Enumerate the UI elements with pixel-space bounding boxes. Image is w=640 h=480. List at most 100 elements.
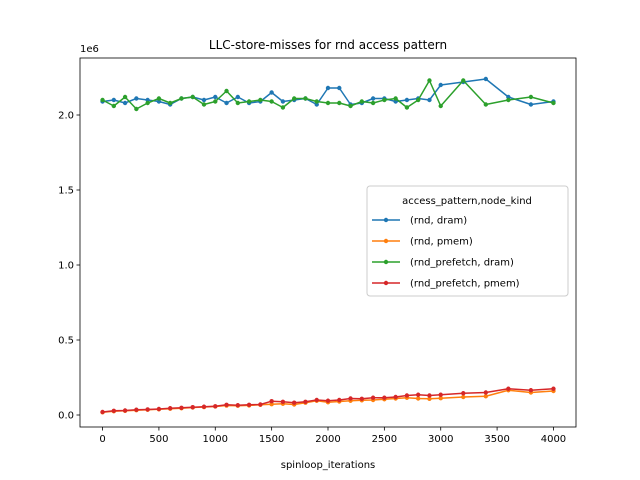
- data-point: [404, 393, 410, 398]
- x-tick-label: 1000: [203, 434, 228, 445]
- data-point: [427, 393, 432, 398]
- data-point: [100, 409, 105, 415]
- data-point: [201, 404, 207, 409]
- data-point: [483, 76, 489, 82]
- data-point: [461, 391, 466, 396]
- data-point: [235, 403, 241, 408]
- data-point: [461, 78, 466, 83]
- data-point: [506, 386, 511, 391]
- series-group: [100, 78, 556, 112]
- y-offset-label: 1e6: [80, 44, 99, 55]
- data-point: [269, 90, 274, 95]
- y-tick-label: 2.0: [58, 111, 74, 122]
- legend-marker-swatch: [383, 259, 389, 265]
- x-axis-ticks: 0 500 1000 1500 2000 2500 3000 3500 4000: [99, 427, 566, 445]
- x-tick-label: 500: [149, 434, 168, 445]
- data-point: [280, 105, 286, 110]
- data-point: [156, 96, 162, 101]
- data-point: [100, 97, 105, 103]
- series-group: [100, 386, 556, 415]
- legend-marker-swatch: [383, 217, 389, 223]
- data-point: [359, 99, 365, 104]
- data-point: [111, 97, 117, 103]
- data-point: [483, 390, 489, 395]
- x-tick-label: 3500: [484, 434, 509, 445]
- data-point: [314, 397, 319, 403]
- legend-entry-label: (rnd_prefetch, dram): [410, 258, 514, 269]
- data-point: [528, 94, 534, 100]
- data-point: [134, 96, 139, 101]
- data-point: [415, 396, 421, 401]
- data-point: [269, 399, 274, 404]
- data-point: [325, 100, 331, 106]
- y-tick-label: 0.0: [58, 411, 74, 422]
- data-point: [359, 396, 365, 401]
- data-point: [235, 94, 241, 100]
- data-point: [280, 399, 286, 404]
- x-tick-label: 1500: [259, 434, 284, 445]
- x-tick-label: 2000: [315, 434, 340, 445]
- x-axis-label: spinloop_iterations: [281, 460, 376, 471]
- data-point: [235, 100, 241, 106]
- data-point: [325, 398, 331, 403]
- data-point: [246, 402, 252, 407]
- data-point: [438, 82, 443, 88]
- data-point: [201, 97, 207, 103]
- data-point: [303, 399, 308, 404]
- data-point: [438, 392, 443, 397]
- legend-title: access_pattern,node_kind: [402, 196, 532, 207]
- data-point: [393, 394, 398, 400]
- data-point: [190, 405, 195, 410]
- series-layer: [100, 76, 556, 415]
- data-point: [528, 102, 534, 107]
- y-tick-label: 1.5: [58, 186, 74, 197]
- plot-area-frame: [79, 57, 577, 428]
- data-point: [145, 100, 150, 106]
- y-axis-ticks: 0.0 0.5 1.0 1.5 2.0: [58, 111, 80, 422]
- data-point: [213, 404, 218, 409]
- data-point: [280, 99, 286, 104]
- data-point: [551, 100, 556, 106]
- x-tick-label: 2500: [372, 434, 397, 445]
- data-point: [337, 85, 342, 91]
- data-point: [427, 396, 432, 401]
- data-point: [145, 407, 150, 412]
- legend-marker-swatch: [383, 238, 389, 244]
- data-point: [291, 96, 297, 101]
- data-point: [224, 100, 229, 106]
- data-point: [122, 100, 128, 106]
- data-point: [111, 408, 117, 413]
- data-point: [246, 99, 252, 104]
- data-point: [506, 97, 511, 103]
- legend-box: [366, 185, 569, 297]
- data-point: [291, 400, 297, 405]
- data-point: [337, 397, 342, 403]
- data-point: [415, 97, 421, 103]
- data-point: [269, 99, 274, 104]
- x-tick-label: 4000: [541, 434, 566, 445]
- data-point: [190, 94, 195, 100]
- data-point: [461, 394, 466, 400]
- data-point: [134, 106, 139, 112]
- data-point: [167, 100, 173, 106]
- data-point: [167, 406, 173, 411]
- data-point: [213, 99, 218, 104]
- legend-entry-label: (rnd, dram): [410, 216, 467, 227]
- data-point: [370, 100, 376, 106]
- x-tick-label: 0: [99, 434, 105, 445]
- data-point: [528, 388, 534, 393]
- data-point: [438, 396, 443, 401]
- data-point: [213, 94, 218, 100]
- data-point: [370, 96, 376, 101]
- data-point: [179, 405, 184, 410]
- data-point: [382, 395, 387, 400]
- data-point: [404, 97, 410, 103]
- y-tick-label: 0.5: [58, 336, 74, 347]
- data-point: [258, 97, 263, 103]
- data-point: [224, 402, 229, 407]
- legend-marker-swatch: [383, 280, 389, 286]
- data-point: [111, 103, 117, 109]
- data-point: [348, 396, 353, 401]
- data-point: [201, 102, 207, 107]
- chart-title: LLC-store-misses for rnd access pattern: [209, 38, 447, 52]
